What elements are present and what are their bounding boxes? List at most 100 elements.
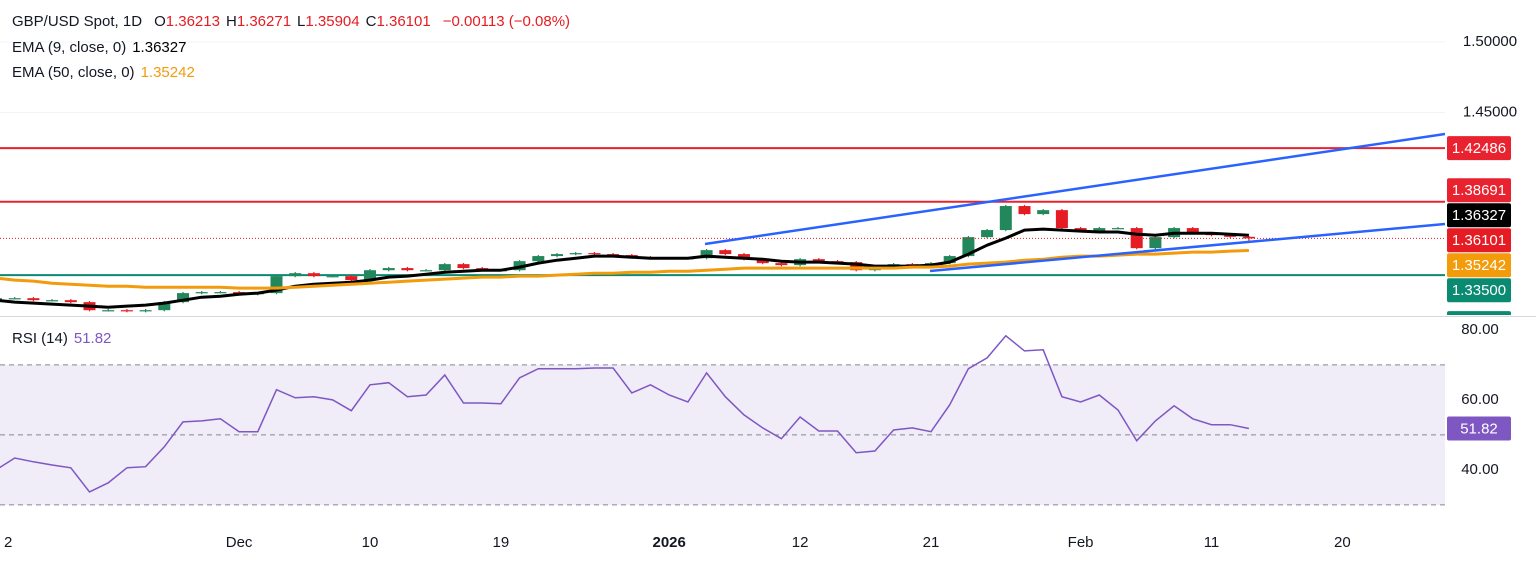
candle-body bbox=[0, 298, 2, 300]
legend-name: EMA (9, close, 0) bbox=[12, 39, 127, 56]
price-badge-label: 1.35242 bbox=[1452, 257, 1506, 274]
x-tick-label: 11 bbox=[1204, 534, 1220, 551]
ohlc-value: 1.36271 bbox=[236, 13, 292, 30]
ohlc-label: O bbox=[154, 13, 166, 30]
trendlines bbox=[704, 132, 1445, 273]
candle-body bbox=[177, 293, 189, 303]
y-tick-label: 80.00 bbox=[1461, 321, 1499, 338]
y-tick-label: 1.45000 bbox=[1463, 104, 1517, 121]
candle-body bbox=[981, 230, 994, 238]
ohlc-value: 1.35904 bbox=[305, 13, 360, 30]
y-tick-label: 40.00 bbox=[1461, 461, 1499, 478]
candle-body bbox=[102, 310, 115, 312]
x-tick-label: Feb bbox=[1068, 534, 1094, 551]
ohlc-label: C bbox=[365, 13, 377, 30]
rsi-badge-label: 51.82 bbox=[1460, 420, 1498, 437]
y-tick-label: 1.50000 bbox=[1463, 33, 1517, 50]
candle-body bbox=[120, 310, 133, 312]
candle-body bbox=[27, 298, 40, 301]
candle-body bbox=[1055, 210, 1068, 229]
ema-line bbox=[0, 249, 1249, 290]
change: −0.00113 (−0.08%) bbox=[442, 13, 571, 30]
x-tick-label: 2026 bbox=[653, 534, 686, 551]
candle-body bbox=[812, 259, 825, 262]
x-tick-label: 10 bbox=[362, 534, 379, 551]
rsi-pane bbox=[0, 334, 1445, 506]
legend-ema9: EMA (9, close, 0) 1.36327 bbox=[12, 39, 192, 57]
candle-body bbox=[1224, 235, 1237, 237]
candle-body bbox=[1093, 228, 1106, 232]
trendline-upper bbox=[704, 132, 1445, 246]
price-badge-label: 1.36327 bbox=[1452, 207, 1506, 224]
ema-line bbox=[0, 227, 1249, 309]
legend-rsi: RSI (14) 51.82 bbox=[12, 330, 117, 348]
candle-body bbox=[214, 292, 227, 294]
price-badge bbox=[1447, 278, 1511, 303]
price-badge-label: 1.42486 bbox=[1452, 140, 1506, 157]
ohlc-value: 1.36101 bbox=[376, 13, 431, 30]
candle-body bbox=[999, 206, 1012, 231]
legend-main: GBP/USD Spot, 1D O1.36213 H1.36271 L1.35904… bbox=[12, 13, 576, 31]
price-badge-label: 1.36101 bbox=[1452, 232, 1506, 249]
rsi-axis: 40.00 60.00 80.00 51.82 bbox=[1447, 321, 1511, 478]
candle-body bbox=[46, 300, 59, 302]
candle-body bbox=[700, 250, 713, 259]
ohlc-label: L bbox=[297, 13, 306, 30]
candle-body bbox=[588, 253, 601, 255]
price-badge bbox=[1447, 253, 1511, 278]
candle-body bbox=[738, 254, 750, 260]
symbol: GBP/USD Spot, 1D bbox=[12, 13, 143, 30]
x-tick-label: 12 bbox=[792, 534, 809, 551]
candle-body bbox=[1018, 206, 1031, 215]
x-tick-label: 2 bbox=[4, 534, 12, 551]
candle-body bbox=[1074, 228, 1087, 232]
candle-body bbox=[457, 264, 470, 269]
candle-body bbox=[326, 276, 339, 278]
time-axis: 2 Dec 10 19 2026 12 21 Feb 11 20 bbox=[4, 534, 1351, 551]
legend-value: 51.82 bbox=[73, 330, 112, 347]
rsi-badge bbox=[1447, 416, 1511, 441]
candle-body bbox=[401, 268, 414, 271]
legend-value: 1.36327 bbox=[132, 39, 187, 56]
candle-body bbox=[1149, 237, 1162, 249]
candle-body bbox=[850, 262, 863, 271]
candle-body bbox=[719, 250, 732, 255]
candle-body bbox=[158, 302, 171, 311]
candle-body bbox=[289, 273, 302, 277]
legend-value: 1.35242 bbox=[140, 64, 195, 81]
candle-body bbox=[551, 254, 563, 257]
legend-ema50: EMA (50, close, 0) 1.35242 bbox=[12, 64, 201, 82]
price-badge-label: 1.38691 bbox=[1452, 182, 1506, 199]
price-pane bbox=[0, 147, 1445, 313]
price-badge bbox=[1447, 136, 1511, 161]
trendline-lower bbox=[929, 222, 1445, 273]
rsi-line bbox=[0, 334, 1250, 493]
price-badge-label: 1.33500 bbox=[1452, 282, 1506, 299]
candle-body bbox=[345, 276, 358, 281]
ohlc-value: 1.36213 bbox=[165, 13, 220, 30]
candle-body bbox=[382, 268, 395, 271]
legend-name: EMA (50, close, 0) bbox=[12, 64, 135, 81]
x-tick-label: 19 bbox=[493, 534, 510, 551]
candle-body bbox=[569, 253, 582, 255]
candle-body bbox=[195, 292, 208, 294]
y-tick-label: 60.00 bbox=[1461, 391, 1499, 408]
price-badge bbox=[1447, 228, 1511, 253]
candle-body bbox=[438, 264, 451, 271]
candle-body bbox=[1112, 228, 1124, 230]
candle-body bbox=[64, 300, 77, 303]
price-badge bbox=[1447, 178, 1511, 203]
ohlc: O1.36213 H1.36271 L1.35904 C1.36101 bbox=[154, 13, 437, 30]
candle-body bbox=[139, 310, 152, 312]
candle-body bbox=[1186, 228, 1199, 234]
candle-body bbox=[943, 256, 956, 264]
candle-body bbox=[1242, 236, 1255, 239]
price-badge bbox=[1447, 311, 1511, 315]
price-axis: 1.45000 1.50000 1.42486 1.38691 1.36327 1.361… bbox=[1447, 33, 1517, 315]
x-tick-label: 20 bbox=[1334, 534, 1351, 551]
x-tick-label: Dec bbox=[226, 534, 253, 551]
grid-layer bbox=[0, 41, 1445, 114]
candle-body bbox=[307, 273, 320, 277]
